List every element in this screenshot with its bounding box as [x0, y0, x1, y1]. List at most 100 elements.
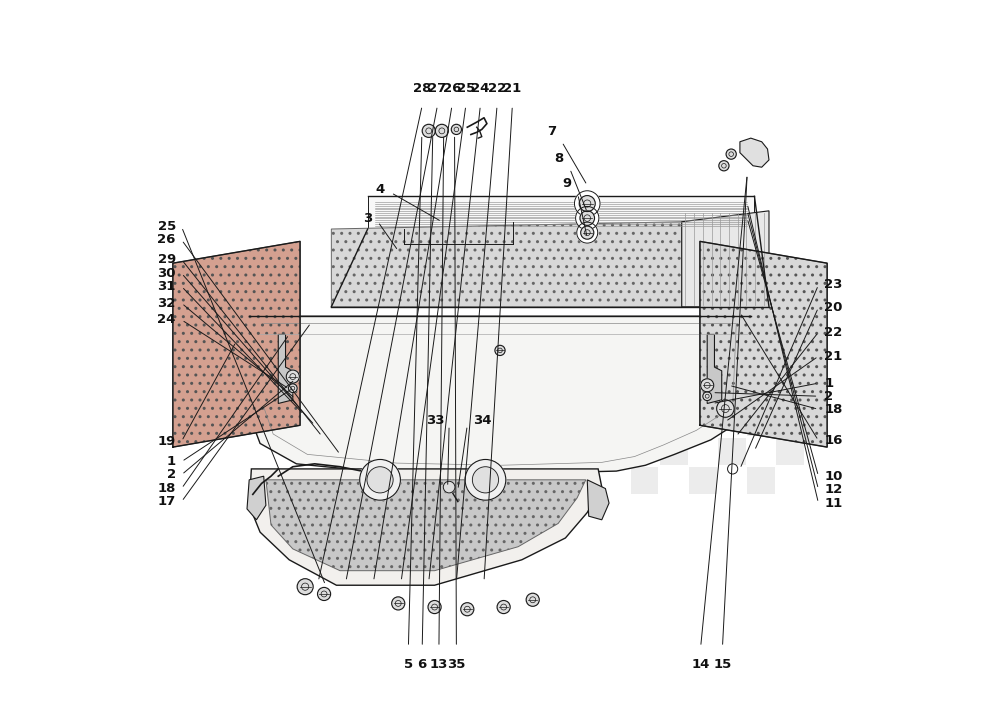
Text: 26: 26 — [157, 233, 176, 246]
Circle shape — [286, 370, 299, 383]
Text: 4: 4 — [376, 182, 385, 196]
Text: 2: 2 — [824, 390, 833, 403]
Polygon shape — [707, 334, 722, 403]
Bar — [660, 438, 688, 465]
Bar — [747, 467, 775, 494]
Circle shape — [360, 459, 400, 500]
Polygon shape — [724, 379, 747, 400]
Text: 9: 9 — [563, 177, 572, 190]
Circle shape — [701, 379, 714, 392]
Circle shape — [703, 392, 712, 401]
Text: 5: 5 — [404, 658, 413, 671]
Text: 18: 18 — [157, 482, 176, 495]
Bar — [689, 467, 717, 494]
Text: s: s — [173, 339, 221, 417]
Circle shape — [443, 481, 455, 493]
Text: 23: 23 — [824, 278, 843, 292]
Circle shape — [495, 345, 505, 356]
Circle shape — [526, 593, 539, 606]
Text: 19: 19 — [158, 435, 176, 448]
Text: 25: 25 — [457, 81, 475, 95]
Text: 7: 7 — [547, 125, 556, 138]
Circle shape — [728, 464, 738, 474]
Circle shape — [461, 603, 474, 616]
Bar — [747, 350, 775, 378]
Text: 30: 30 — [157, 267, 176, 280]
Circle shape — [451, 124, 461, 134]
Bar — [689, 350, 717, 378]
Circle shape — [288, 384, 297, 393]
Text: 10: 10 — [824, 470, 843, 483]
Text: 21: 21 — [503, 81, 521, 95]
Text: 31: 31 — [157, 280, 176, 293]
Text: 24: 24 — [157, 313, 176, 326]
Polygon shape — [368, 196, 754, 229]
Text: 1: 1 — [167, 455, 176, 468]
Bar — [631, 409, 658, 436]
Polygon shape — [740, 138, 769, 167]
Text: 11: 11 — [824, 497, 842, 510]
Bar — [718, 379, 746, 407]
Bar — [776, 379, 804, 407]
Text: 22: 22 — [824, 326, 842, 339]
Polygon shape — [587, 480, 609, 520]
Circle shape — [465, 459, 506, 500]
Bar — [631, 467, 658, 494]
Bar — [689, 409, 717, 436]
Polygon shape — [278, 334, 293, 403]
Circle shape — [422, 124, 435, 137]
Polygon shape — [173, 241, 300, 447]
Text: 6: 6 — [418, 658, 427, 671]
Circle shape — [577, 222, 598, 243]
Bar — [660, 379, 688, 407]
Polygon shape — [249, 316, 751, 474]
Text: 29: 29 — [158, 253, 176, 266]
Circle shape — [726, 149, 736, 159]
Text: 8: 8 — [555, 152, 564, 165]
Circle shape — [579, 196, 595, 212]
Text: 24: 24 — [471, 81, 490, 95]
Text: 20: 20 — [824, 301, 843, 314]
Text: 3: 3 — [363, 212, 372, 225]
Circle shape — [717, 400, 734, 417]
Text: car   parts: car parts — [355, 427, 539, 460]
Text: 1: 1 — [824, 377, 833, 390]
Polygon shape — [247, 476, 266, 520]
Text: 21: 21 — [824, 350, 842, 363]
Text: 25: 25 — [158, 220, 176, 233]
Text: 28: 28 — [413, 81, 431, 95]
Bar — [718, 321, 746, 349]
Polygon shape — [254, 367, 276, 396]
Polygon shape — [266, 480, 586, 571]
Text: 35: 35 — [447, 658, 466, 671]
Circle shape — [581, 226, 594, 239]
Text: 26: 26 — [443, 81, 461, 95]
Text: 22: 22 — [488, 81, 506, 95]
Text: 14: 14 — [691, 658, 710, 671]
Polygon shape — [682, 211, 769, 307]
Circle shape — [428, 601, 441, 614]
Bar — [660, 321, 688, 349]
Text: 32: 32 — [157, 297, 176, 310]
Bar — [718, 438, 746, 465]
Polygon shape — [331, 222, 682, 307]
Text: cuderia: cuderia — [224, 341, 545, 415]
Circle shape — [297, 579, 313, 595]
Text: 12: 12 — [824, 483, 842, 496]
Bar — [631, 350, 658, 378]
Text: 17: 17 — [158, 495, 176, 508]
Circle shape — [497, 601, 510, 614]
Polygon shape — [249, 469, 602, 585]
Circle shape — [574, 190, 600, 217]
Text: 33: 33 — [426, 414, 445, 427]
Polygon shape — [700, 241, 827, 447]
Text: 13: 13 — [430, 658, 448, 671]
Bar — [776, 321, 804, 349]
Circle shape — [472, 467, 499, 493]
Circle shape — [719, 161, 729, 171]
Text: 15: 15 — [713, 658, 732, 671]
Circle shape — [435, 124, 448, 137]
Text: 34: 34 — [473, 414, 492, 427]
Circle shape — [576, 206, 599, 230]
Circle shape — [580, 211, 595, 225]
